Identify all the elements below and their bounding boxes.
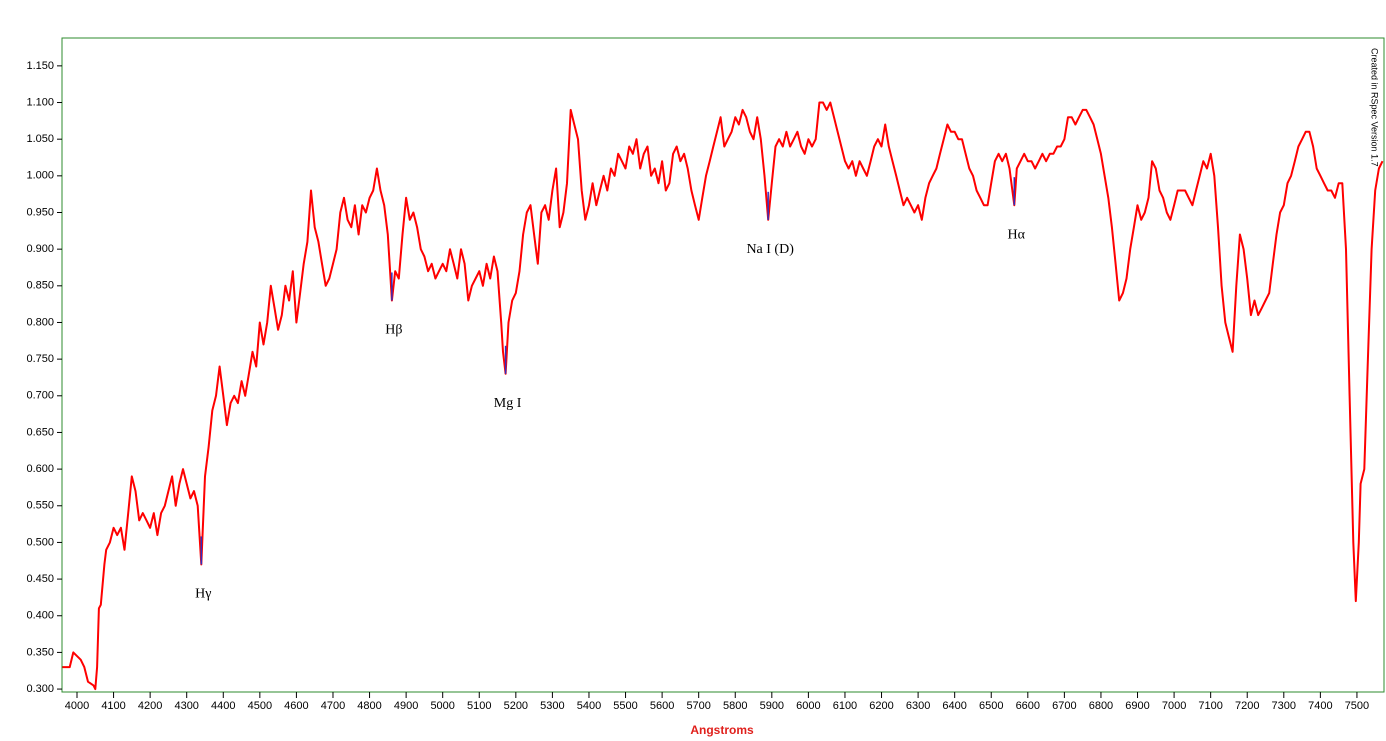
y-tick-label: 0.900 (26, 243, 54, 255)
y-tick-label: 0.950 (26, 206, 54, 218)
y-tick-label: 0.350 (26, 646, 54, 658)
x-tick-label: 4200 (138, 700, 162, 712)
x-tick-label: 5400 (577, 700, 601, 712)
annotation-label: Na I (D) (746, 242, 794, 257)
x-tick-label: 5200 (504, 700, 528, 712)
y-tick-label: 1.050 (26, 133, 54, 145)
x-tick-label: 4500 (248, 700, 272, 712)
x-tick-label: 5300 (540, 700, 564, 712)
x-tick-label: 4700 (321, 700, 345, 712)
y-tick-label: 0.700 (26, 390, 54, 402)
x-tick-label: 6700 (1052, 700, 1076, 712)
y-tick-label: 0.750 (26, 353, 54, 365)
x-tick-label: 7300 (1272, 700, 1296, 712)
x-tick-label: 6800 (1089, 700, 1113, 712)
x-tick-label: 4000 (65, 700, 89, 712)
y-tick-label: 0.500 (26, 536, 54, 548)
annotation-label: Hγ (195, 587, 211, 602)
x-tick-label: 6400 (942, 700, 966, 712)
x-tick-label: 5900 (760, 700, 784, 712)
annotation-label: Hβ (385, 323, 402, 338)
x-tick-label: 4400 (211, 700, 235, 712)
y-tick-label: 0.400 (26, 610, 54, 622)
x-tick-label: 4600 (284, 700, 308, 712)
y-tick-label: 1.000 (26, 170, 54, 182)
x-tick-label: 4100 (101, 700, 125, 712)
x-tick-label: 5100 (467, 700, 491, 712)
y-tick-label: 0.450 (26, 573, 54, 585)
x-tick-label: 5500 (613, 700, 637, 712)
annotation-label: Hα (1008, 227, 1026, 242)
plot-frame (61, 37, 1385, 693)
x-tick-label: 6000 (796, 700, 820, 712)
x-tick-label: 7000 (1162, 700, 1186, 712)
x-tick-label: 6900 (1125, 700, 1149, 712)
x-tick-label: 6600 (1016, 700, 1040, 712)
y-tick-label: 1.100 (26, 96, 54, 108)
annotation-label: Mg I (494, 396, 522, 411)
y-tick-label: 0.850 (26, 280, 54, 292)
x-tick-label: 7100 (1198, 700, 1222, 712)
x-tick-label: 6100 (833, 700, 857, 712)
x-tick-label: 5600 (650, 700, 674, 712)
spectrum-line (62, 101, 1384, 691)
x-tick-label: 6300 (906, 700, 930, 712)
x-tick-label: 7500 (1345, 700, 1369, 712)
x-tick-label: 7200 (1235, 700, 1259, 712)
y-tick-label: 0.600 (26, 463, 54, 475)
x-tick-label: 7400 (1308, 700, 1332, 712)
x-tick-label: 6500 (979, 700, 1003, 712)
y-tick-label: 1.150 (26, 60, 54, 72)
x-tick-label: 6200 (869, 700, 893, 712)
y-tick-label: 0.800 (26, 316, 54, 328)
x-tick-label: 4800 (357, 700, 381, 712)
y-tick-label: 0.650 (26, 426, 54, 438)
x-tick-label: 4300 (174, 700, 198, 712)
side-note: Created in RSpec Version 1.7 (1370, 48, 1380, 167)
x-tick-label: 5000 (430, 700, 454, 712)
y-tick-label: 0.550 (26, 500, 54, 512)
x-tick-label: 5800 (723, 700, 747, 712)
y-tick-label: 0.300 (26, 683, 54, 695)
x-axis-label: Angstroms (690, 723, 754, 737)
x-tick-label: 5700 (686, 700, 710, 712)
x-tick-label: 4900 (394, 700, 418, 712)
